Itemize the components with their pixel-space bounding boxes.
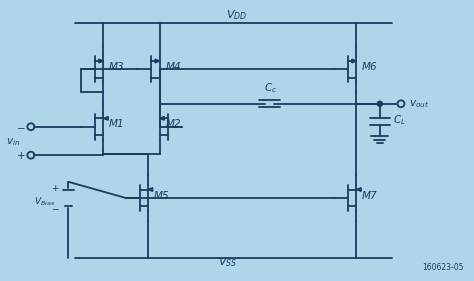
Text: M7: M7 [362, 191, 378, 201]
Text: M3: M3 [109, 62, 125, 72]
Text: 160623-05: 160623-05 [423, 263, 464, 272]
Text: M1: M1 [109, 119, 125, 130]
Text: M2: M2 [165, 119, 181, 130]
Text: $-$: $-$ [51, 203, 60, 212]
Polygon shape [99, 59, 103, 63]
Text: M5: M5 [154, 191, 169, 201]
Text: $+$: $+$ [16, 150, 26, 161]
Text: $C_c$: $C_c$ [264, 81, 277, 95]
Text: M4: M4 [165, 62, 181, 72]
Text: $V_{DD}$: $V_{DD}$ [227, 8, 247, 22]
Text: $v_{out}$: $v_{out}$ [410, 98, 429, 110]
Text: $+$: $+$ [51, 183, 60, 193]
Text: M6: M6 [362, 62, 378, 72]
Text: $V_{Bias}$: $V_{Bias}$ [34, 195, 55, 208]
Text: $C_L$: $C_L$ [393, 114, 406, 127]
Polygon shape [103, 117, 108, 120]
Polygon shape [148, 188, 153, 191]
Polygon shape [155, 59, 160, 63]
Polygon shape [352, 59, 356, 63]
Text: $-$: $-$ [16, 122, 26, 132]
Polygon shape [356, 188, 361, 191]
Circle shape [377, 101, 383, 106]
Text: $V_{SS}$: $V_{SS}$ [218, 255, 237, 269]
Text: $v_{in}$: $v_{in}$ [6, 137, 20, 148]
Polygon shape [160, 117, 164, 120]
